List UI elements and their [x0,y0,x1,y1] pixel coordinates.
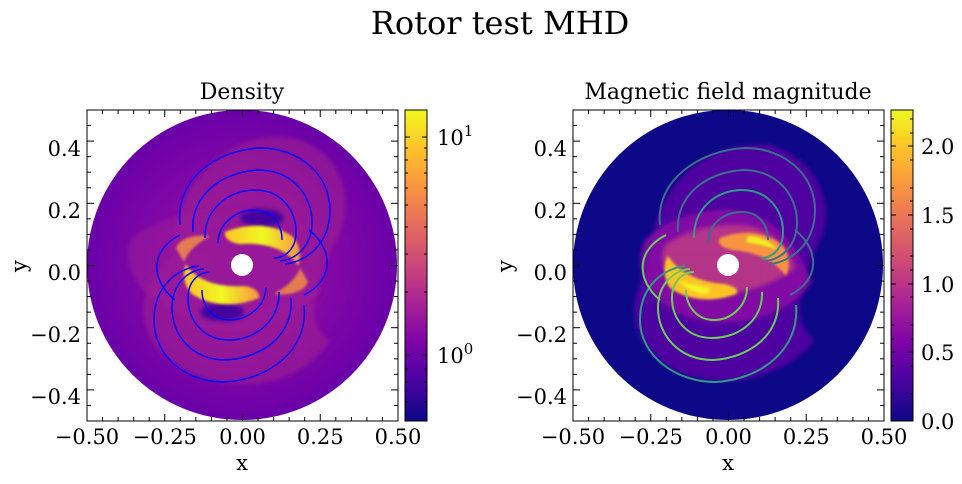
bfield-xtick-labels: −0.50 −0.25 0.00 0.25 0.50 [541,425,908,449]
bfield-ytick-label: 0.0 [534,261,567,285]
figure-title: Rotor test MHD [371,4,630,42]
density-colorbar-tick-label: 101 [437,122,473,150]
bfield-panel: Magnetic field magnitude [493,80,954,475]
bfield-arm-lower [664,256,738,300]
density-xtick-labels: −0.50 −0.25 0.00 0.25 0.50 [55,425,422,449]
bfield-colorbar-major-ticks [891,145,913,353]
bfield-ticks [572,109,885,422]
density-xtick-label: 0.50 [375,425,422,449]
bfield-colorbar-tick-label: 0.0 [921,410,954,434]
density-colorbar-tick-base: 10 [437,126,464,150]
bfield-colorbar-tick-label: 0.5 [921,341,954,365]
bfield-xtick-label: −0.25 [619,425,683,449]
bfield-central-hole [717,254,739,276]
bfield-title: Magnetic field magnitude [584,80,871,105]
bfield-xtick-label: 0.25 [783,425,830,449]
density-colorbar-tick-base: 10 [437,344,464,368]
density-ticks [86,109,399,422]
density-contours [153,147,331,383]
bfield-colorbar-tick-label: 1.5 [921,204,954,228]
density-colorbar-minor-ticks [405,147,427,403]
density-colorbar-tick-exponent: 1 [464,122,474,140]
bfield-ylabel: y [493,260,517,273]
density-colorbar: 101 100 [404,109,473,422]
density-title: Density [200,80,285,105]
bfield-ytick-label: 0.4 [534,137,567,161]
density-ytick-labels: −0.4 −0.2 0.0 0.2 0.4 [30,137,81,409]
bfield-colorbar-tick-label: 2.0 [921,135,954,159]
density-ytick-label: −0.2 [30,323,81,347]
density-xtick-label: −0.25 [133,425,197,449]
density-low-upper [240,209,284,227]
density-heatmap [87,110,397,420]
density-arm-edge-lower [274,268,308,295]
bfield-colorbar-minor-ticks [891,118,913,395]
bfield-colorbar-gradient [890,109,914,422]
density-xtick-label: −0.50 [55,425,119,449]
density-low-lower [200,303,244,321]
density-xtick-label: 0.00 [219,425,266,449]
density-colorbar-tick-exponent: 0 [464,340,474,358]
bfield-peak-lower [678,280,710,294]
bfield-contours [638,146,817,384]
density-colorbar-gradient [404,109,428,422]
density-central-hole [231,254,253,276]
bfield-xtick-label: 0.00 [705,425,752,449]
density-xlabel: x [236,451,248,475]
density-ytick-label: 0.0 [48,261,81,285]
density-ytick-label: 0.2 [48,199,81,223]
density-arm-edge-upper [176,235,210,262]
bfield-ytick-label: −0.4 [516,385,567,409]
bfield-ytick-labels: −0.4 −0.2 0.0 0.2 0.4 [516,137,567,409]
bfield-heatmap [573,110,883,420]
bfield-peak-upper [746,236,778,250]
bfield-colorbar: 2.0 1.5 1.0 0.5 0.0 [890,109,954,434]
bfield-ytick-label: 0.2 [534,199,567,223]
density-ytick-label: −0.4 [30,385,81,409]
density-xtick-label: 0.25 [297,425,344,449]
density-panel: Density [7,80,473,475]
density-ytick-label: 0.4 [48,137,81,161]
density-ylabel: y [7,260,31,273]
bfield-xlabel: x [722,451,734,475]
bfield-xtick-label: 0.50 [861,425,908,449]
density-colorbar-major-ticks [405,136,427,356]
density-colorbar-tick-label: 100 [437,340,473,368]
bfield-xtick-label: −0.50 [541,425,605,449]
bfield-colorbar-tick-label: 1.0 [921,273,954,297]
bfield-ytick-label: −0.2 [516,323,567,347]
